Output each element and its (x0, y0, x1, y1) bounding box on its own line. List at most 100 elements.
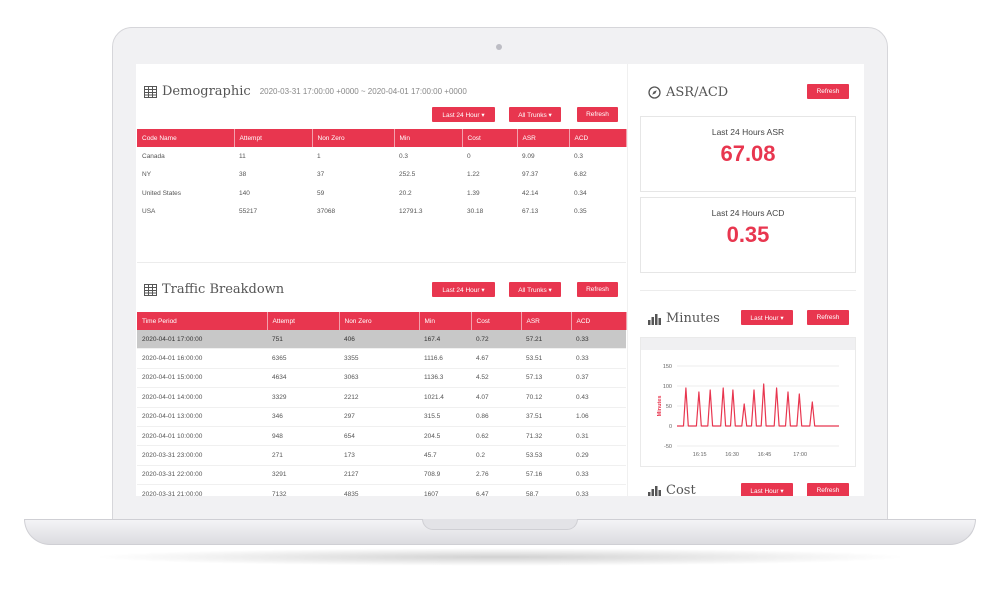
cell: 948 (267, 426, 339, 447)
cell: 708.9 (419, 465, 471, 486)
cell: 3355 (339, 348, 419, 369)
cell: 0.2 (471, 445, 521, 466)
table-row: USA 55217 37068 12791.3 30.18 67.13 0.35 (137, 203, 626, 222)
col-non-zero[interactable]: Non Zero (339, 312, 420, 330)
cell: 1.06 (571, 407, 626, 427)
cell: 0.62 (471, 426, 521, 447)
table-icon (144, 85, 157, 98)
cell: 2020-04-01 13:00:00 (137, 407, 267, 427)
cell: 7132 (267, 484, 339, 496)
cell: 6365 (267, 348, 339, 369)
col-time-period[interactable]: Time Period (137, 312, 268, 330)
cell: 59 (317, 189, 325, 197)
table-row[interactable]: 2020-03-31 21:00:00 7132 4835 1607 6.47 58.7 0… (137, 484, 626, 496)
col-cost[interactable]: Cost (471, 312, 522, 330)
col-asr[interactable]: ASR (517, 129, 570, 147)
demographic-range-dropdown[interactable]: Last 24 Hour ▾ (432, 107, 495, 122)
cell: 70.12 (521, 387, 571, 408)
x-tick-label: 16:15 (693, 452, 707, 458)
minutes-refresh-button[interactable]: Refresh (807, 310, 849, 325)
traffic-range-dropdown[interactable]: Last 24 Hour ▾ (432, 282, 495, 297)
cell: USA (142, 208, 156, 216)
cell: 57.16 (521, 465, 571, 486)
col-non-zero[interactable]: Non Zero (312, 129, 395, 147)
col-min[interactable]: Min (394, 129, 463, 147)
table-row[interactable]: 2020-04-01 15:00:00 4634 3063 1136.3 4.52 57.… (137, 368, 626, 389)
demographic-table: Code Name Attempt Non Zero Min Cost ASR … (137, 129, 627, 221)
acd-card: Last 24 Hours ACD 0.35 (640, 197, 856, 273)
cell: 45.7 (419, 445, 471, 466)
cell: 0.33 (571, 330, 626, 350)
x-tick-label: 16:45 (758, 452, 772, 458)
minutes-range-dropdown[interactable]: Last Hour ▾ (741, 310, 793, 325)
cell: 30.18 (467, 208, 484, 216)
cell: 97.37 (522, 171, 539, 179)
traffic-trunks-dropdown[interactable]: All Trunks ▾ (509, 282, 561, 297)
x-tick-label: 17:00 (793, 452, 807, 458)
chart-header-bar (641, 338, 855, 350)
demographic-refresh-button[interactable]: Refresh (577, 107, 618, 122)
cell: 297 (339, 407, 419, 427)
table-row: NY 38 37 252.5 1.22 97.37 6.82 (137, 166, 626, 185)
col-attempt[interactable]: Attempt (267, 312, 340, 330)
asr-acd-refresh-button[interactable]: Refresh (807, 84, 849, 99)
minutes-line-chart: 150 100 50 0 -50 16:15 16:30 16:45 17:00 Minutes (657, 364, 839, 458)
cost-title: Cost (666, 483, 696, 496)
cell: 751 (267, 330, 339, 350)
cell: 1.22 (467, 171, 480, 179)
table-row[interactable]: 2020-04-01 10:00:00 948 654 204.5 0.62 71.32 0… (137, 426, 626, 447)
col-cost[interactable]: Cost (462, 129, 518, 147)
col-asr[interactable]: ASR (521, 312, 572, 330)
col-acd[interactable]: ACD (571, 312, 627, 330)
cell: 9.09 (522, 152, 535, 160)
cell: 0.33 (571, 348, 626, 369)
traffic-table: Time Period Attempt Non Zero Min Cost AS… (137, 312, 627, 496)
cell: 1 (317, 152, 321, 160)
table-row[interactable]: 2020-03-31 23:00:00 271 173 45.7 0.2 53.53 0.2… (137, 445, 626, 466)
cell: 20.2 (399, 189, 412, 197)
table-row[interactable]: 2020-04-01 14:00:00 3329 2212 1021.4 4.07 70.… (137, 387, 626, 408)
cell: 6.82 (574, 171, 587, 179)
col-code-name[interactable]: Code Name (137, 129, 235, 147)
cell: 315.5 (419, 407, 471, 427)
cell: 271 (267, 445, 339, 466)
cell: 173 (339, 445, 419, 466)
cell: 6.47 (471, 484, 521, 496)
table-row[interactable]: 2020-04-01 16:00:00 6365 3355 1116.6 4.67 53.… (137, 348, 626, 369)
table-row-selected[interactable]: 2020-04-01 17:00:00 751 406 167.4 0.72 57.21 0… (137, 330, 626, 350)
col-acd[interactable]: ACD (569, 129, 627, 147)
demographic-header: Demographic 2020-03-31 17:00:00 +0000 ~ … (144, 84, 467, 99)
cell: 3063 (339, 368, 419, 389)
traffic-refresh-button[interactable]: Refresh (577, 282, 618, 297)
column-divider (627, 64, 628, 496)
cell: 0.37 (571, 368, 626, 389)
asr-acd-title: ASR/ACD (666, 85, 729, 100)
col-attempt[interactable]: Attempt (234, 129, 313, 147)
bar-chart-icon (648, 485, 661, 496)
cell: 0.86 (471, 407, 521, 427)
cell: 42.14 (522, 189, 539, 197)
cell: 2020-04-01 17:00:00 (137, 330, 267, 350)
table-row[interactable]: 2020-03-31 22:00:00 3291 2127 708.9 2.76 57.1… (137, 465, 626, 486)
cell: 654 (339, 426, 419, 447)
demographic-trunks-dropdown[interactable]: All Trunks ▾ (509, 107, 561, 122)
cell: 167.4 (419, 330, 471, 350)
minutes-chart: 150 100 50 0 -50 16:15 16:30 16:45 17:00 Minutes (640, 337, 856, 467)
col-min[interactable]: Min (419, 312, 472, 330)
traffic-header-row: Time Period Attempt Non Zero Min Cost AS… (137, 312, 627, 330)
traffic-header: Traffic Breakdown (144, 282, 284, 297)
cell: 346 (267, 407, 339, 427)
cost-range-dropdown[interactable]: Last Hour ▾ (741, 483, 793, 496)
table-row[interactable]: 2020-04-01 13:00:00 346 297 315.5 0.86 37.51 1… (137, 407, 626, 427)
cell: 2020-03-31 23:00:00 (137, 445, 267, 466)
cell: 37.51 (521, 407, 571, 427)
minutes-title: Minutes (666, 311, 720, 326)
asr-card: Last 24 Hours ASR 67.08 (640, 116, 856, 192)
cell: 58.7 (521, 484, 571, 496)
cell: 4.07 (471, 387, 521, 408)
cell: 12791.3 (399, 208, 423, 216)
cell: 71.32 (521, 426, 571, 447)
camera-icon (496, 44, 502, 50)
cost-refresh-button[interactable]: Refresh (807, 483, 849, 496)
cell: 0.34 (574, 189, 587, 197)
